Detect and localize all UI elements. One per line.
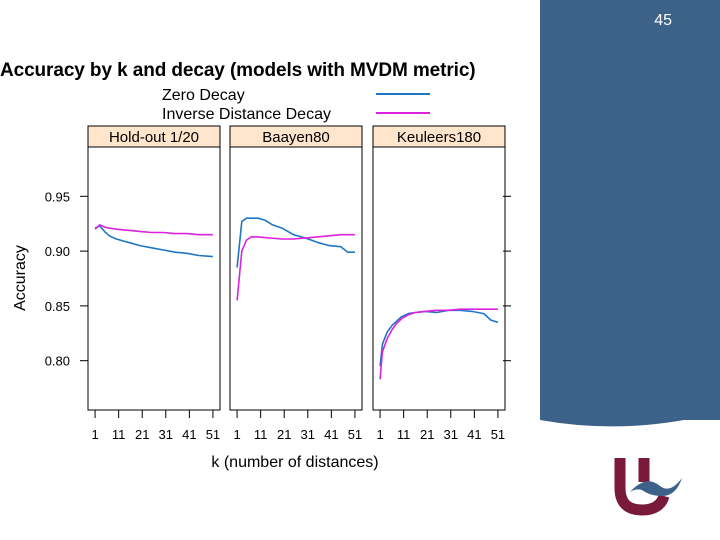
series-line-inverse-distance-decay — [236, 233, 355, 301]
panel-title: Keuleers180 — [397, 129, 481, 146]
x-tick-label: 31 — [444, 427, 458, 442]
x-tick-label: 51 — [206, 427, 220, 442]
x-tick-label: 41 — [324, 427, 338, 442]
y-tick-label: 0.80 — [45, 354, 70, 369]
panel-title: Hold-out 1/20 — [109, 129, 199, 146]
panel-title: Baayen80 — [262, 129, 330, 146]
x-tick-label: 51 — [491, 427, 505, 442]
y-axis: 0.80 0.85 0.90 0.95 — [45, 189, 511, 369]
panel-frame — [87, 146, 221, 411]
x-tick-label: 21 — [277, 427, 291, 442]
x-tick-label: 41 — [182, 427, 196, 442]
series-line-zero-decay — [94, 225, 213, 258]
y-axis-label: Accuracy — [12, 245, 29, 311]
x-tick-label: 11 — [397, 427, 411, 442]
x-tick-label: 31 — [301, 427, 315, 442]
y-tick-label: 0.85 — [45, 299, 70, 314]
x-tick-label: 21 — [135, 427, 149, 442]
x-tick-label: 1 — [91, 427, 98, 442]
legend-label: Zero Decay — [162, 87, 245, 104]
y-tick-label: 0.95 — [45, 189, 70, 204]
chart-title: Accuracy by k and decay (models with MVD… — [0, 60, 476, 81]
x-tick-label: 41 — [467, 427, 481, 442]
panel-frame — [229, 146, 363, 411]
side-panel — [540, 0, 720, 420]
page-number: 45 — [654, 12, 672, 29]
x-tick-label: 51 — [348, 427, 362, 442]
series-line-inverse-distance-decay — [379, 308, 498, 380]
x-tick-label: 21 — [420, 427, 434, 442]
y-tick-label: 0.90 — [45, 244, 70, 259]
x-tick-label: 11 — [112, 427, 126, 442]
x-tick-label: 31 — [159, 427, 173, 442]
legend: Zero Decay Inverse Distance Decay — [162, 87, 430, 123]
series-line-zero-decay — [379, 309, 499, 367]
university-logo — [614, 458, 682, 516]
series-line-inverse-distance-decay — [94, 224, 213, 236]
x-tick-label: 1 — [233, 427, 240, 442]
series-line-zero-decay — [236, 217, 355, 268]
side-panel-curve — [540, 408, 720, 427]
x-tick-label: 1 — [376, 427, 383, 442]
panel: Hold-out 1/201 11 21 31 41 51 — [87, 125, 221, 442]
legend-label: Inverse Distance Decay — [162, 106, 331, 123]
x-tick-label: 11 — [254, 427, 268, 442]
panel-frame — [372, 146, 506, 411]
x-axis-label: k (number of distances) — [211, 454, 378, 471]
